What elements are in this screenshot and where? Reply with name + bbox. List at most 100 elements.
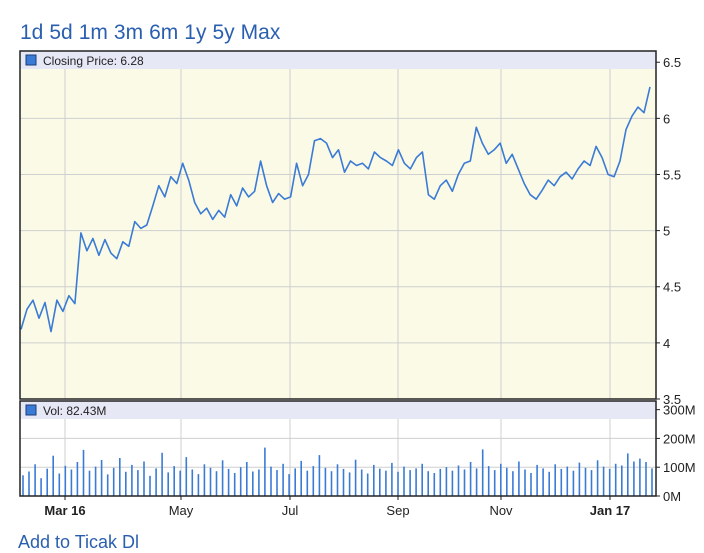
volume-bar xyxy=(645,462,647,496)
volume-bar xyxy=(197,474,200,496)
volume-bar xyxy=(627,453,629,496)
volume-bar xyxy=(360,469,363,496)
volume-bar xyxy=(22,475,24,496)
volume-bar xyxy=(288,474,290,496)
volume-bar xyxy=(397,471,399,496)
price-series xyxy=(20,86,651,333)
range-link-3m[interactable]: 3m xyxy=(113,21,144,44)
volume-bar xyxy=(554,464,556,496)
price-legend-label: Closing Price: 6.28 xyxy=(43,54,144,68)
add-to-ticker-link[interactable]: Add to Ticak Dl xyxy=(18,532,140,552)
volume-bar xyxy=(530,473,532,496)
volume-bar xyxy=(300,460,302,496)
volume-bar xyxy=(536,464,538,496)
volume-bar xyxy=(318,455,321,496)
volume-bar xyxy=(143,461,145,496)
x-tick-label-2: Jul xyxy=(282,503,299,518)
volume-bar xyxy=(633,461,635,496)
volume-bar xyxy=(409,470,411,496)
volume-bar xyxy=(457,465,460,496)
volume-bar xyxy=(518,461,520,496)
volume-bar xyxy=(252,471,254,496)
volume-bar xyxy=(500,463,502,496)
volume-bar xyxy=(512,471,514,496)
volume-bar xyxy=(276,470,278,496)
range-link-1m[interactable]: 1m xyxy=(78,21,108,44)
volume-bar xyxy=(58,473,61,496)
volume-bar xyxy=(330,471,333,496)
volume-bar xyxy=(651,468,653,496)
volume-bar xyxy=(233,473,236,496)
x-tick-label-4: Nov xyxy=(489,503,513,518)
volume-bar xyxy=(167,472,169,496)
volume-bar xyxy=(82,449,85,496)
volume-bar xyxy=(227,468,230,496)
volume-bar xyxy=(590,470,593,496)
volume-y-axis: 0M 100M 200M 300M xyxy=(656,403,696,504)
volume-ytick-label-2: 200M xyxy=(663,431,696,446)
volume-bar xyxy=(76,462,79,496)
x-tick-label-0: Mar 16 xyxy=(44,503,85,518)
volume-bar xyxy=(336,464,339,496)
volume-bar xyxy=(161,452,163,496)
volume-bar xyxy=(88,470,91,496)
volume-bar xyxy=(306,470,309,496)
volume-bar xyxy=(391,462,393,496)
range-link-1y[interactable]: 1y xyxy=(184,21,207,44)
price-y-axis: 3.5 4 4.5 5 5.5 6 6.5 xyxy=(656,55,681,407)
volume-bar xyxy=(348,472,351,496)
volume-bar xyxy=(596,460,599,496)
volume-bar xyxy=(572,470,575,496)
volume-bar xyxy=(258,469,260,496)
volume-bar xyxy=(155,468,157,496)
volume-bar xyxy=(191,469,194,496)
volume-bar xyxy=(209,467,212,496)
price-ytick-label-4: 5.5 xyxy=(663,167,681,182)
volume-bar xyxy=(566,466,569,496)
volume-bar xyxy=(125,471,127,496)
volume-bar xyxy=(475,468,478,496)
volume-series xyxy=(22,447,653,496)
volume-legend-label: Vol: 82.43M xyxy=(43,404,106,418)
price-panel-border xyxy=(19,50,657,400)
time-range-selector: 1d 5d 1m 3m 6m 1y 5y Max xyxy=(20,20,280,46)
volume-bar xyxy=(70,469,73,496)
volume-bar xyxy=(421,463,423,496)
volume-bar xyxy=(221,460,224,496)
closing-price-line xyxy=(20,86,651,333)
volume-bar xyxy=(270,466,272,496)
x-tick-label-1: May xyxy=(169,503,194,518)
volume-bar xyxy=(493,470,496,496)
volume-bar xyxy=(463,469,466,496)
volume-bar xyxy=(34,464,36,496)
volume-bar xyxy=(28,471,30,496)
volume-bar xyxy=(542,468,544,496)
price-ytick-label-2: 4.5 xyxy=(663,280,681,295)
range-link-1d[interactable]: 1d xyxy=(20,21,44,44)
volume-ytick-label-3: 300M xyxy=(663,403,696,418)
range-link-6m[interactable]: 6m xyxy=(149,21,179,44)
stock-chart: Closing Price: 6.28 3.5 4 4.5 5 5.5 6 6.5 Vol:… xyxy=(19,50,696,518)
volume-bar xyxy=(100,460,103,496)
volume-bar xyxy=(282,463,284,496)
price-ytick-label-3: 5 xyxy=(663,224,670,239)
volume-bar xyxy=(451,470,454,496)
x-axis: Mar 16 May Jul Sep Nov Jan 17 xyxy=(44,496,630,518)
price-legend-bar xyxy=(20,51,656,69)
x-tick-label-5: Jan 17 xyxy=(590,503,630,518)
volume-bar xyxy=(94,466,97,496)
range-link-max[interactable]: Max xyxy=(240,21,281,44)
volume-bar xyxy=(415,468,417,496)
volume-bar xyxy=(312,466,315,496)
volume-bar xyxy=(621,465,623,496)
volume-bar xyxy=(239,467,242,496)
volume-bar xyxy=(215,471,218,496)
volume-legend-bar xyxy=(20,401,656,419)
volume-bar xyxy=(149,475,151,496)
volume-bar xyxy=(179,470,181,496)
volume-bar xyxy=(119,458,121,496)
volume-bar xyxy=(385,470,387,496)
range-link-5y[interactable]: 5y xyxy=(212,21,235,44)
range-link-5d[interactable]: 5d xyxy=(49,21,73,44)
volume-bar xyxy=(481,449,484,496)
